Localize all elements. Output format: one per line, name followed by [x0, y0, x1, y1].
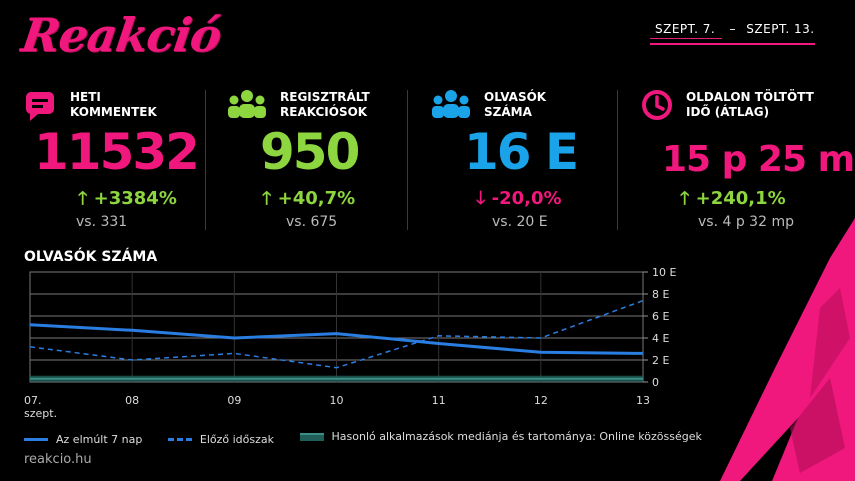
- kpi-comparison: vs. 331: [76, 214, 128, 230]
- dashed-line-swatch: [167, 437, 192, 441]
- y-tick-label: 2 E: [652, 354, 669, 367]
- divider: [205, 90, 206, 230]
- kpi-change: 🡑 +40,7%: [262, 188, 356, 209]
- x-tick-label: 08: [125, 394, 139, 407]
- y-tick-label: 8 E: [652, 288, 669, 301]
- x-tick-label: 07.: [24, 394, 42, 407]
- x-sublabel: szept.: [24, 407, 57, 420]
- clock-icon: [642, 90, 672, 120]
- readers-line-chart: 0 2 E 4 E 6 E 8 E 10 E 07. 08 09 10 11 12 13 szept.: [24, 266, 676, 420]
- y-tick-label: 6 E: [652, 310, 669, 323]
- users-icon: [228, 90, 266, 118]
- kpi-label: OLVASÓK SZÁMA: [484, 90, 547, 119]
- footer-url[interactable]: reakcio.hu: [24, 452, 92, 467]
- logo: Reakció: [18, 8, 225, 62]
- series-line-previous: [29, 299, 644, 369]
- kpi-value: 16 E: [464, 123, 579, 181]
- kpi-comparison: vs. 20 E: [492, 214, 548, 230]
- solid-line-swatch: [24, 437, 48, 441]
- readers-icon: [432, 90, 470, 118]
- x-tick-label: 09: [227, 394, 241, 407]
- band-swatch: [299, 432, 324, 441]
- chart-legend: Az elmúlt 7 nap Előző időszak Hasonló al…: [24, 430, 724, 446]
- y-tick-label: 10 E: [652, 266, 676, 279]
- date-range-end[interactable]: SZEPT. 13.: [746, 22, 815, 36]
- arrow-up-icon: 🡑: [262, 188, 272, 209]
- kpi-change: 🡓 -20,0%: [476, 188, 562, 209]
- legend-item-previous[interactable]: Előző időszak: [167, 433, 274, 446]
- date-range[interactable]: SZEPT. 7. – SZEPT. 13.: [655, 22, 815, 36]
- series-line-current: [29, 323, 644, 355]
- kpi-comparison: vs. 4 p 32 mp: [698, 214, 794, 230]
- decorative-brush-shape: [720, 218, 855, 481]
- arrow-up-icon: 🡑: [680, 188, 690, 209]
- y-tick-label: 4 E: [652, 332, 669, 345]
- kpi-comments: HETI KOMMENTEK 11532 🡑 +3384% vs. 331: [24, 86, 200, 236]
- kpi-change: 🡑 +3384%: [78, 188, 177, 209]
- kpi-change: 🡑 +240,1%: [680, 188, 786, 209]
- x-tick-label: 10: [330, 394, 344, 407]
- date-range-underline-start: [650, 38, 722, 39]
- kpi-value: 15 p 25 mp: [662, 139, 855, 180]
- kpi-label: HETI KOMMENTEK: [70, 90, 157, 119]
- kpi-label: REGISZTRÁLT REAKCIÓSOK: [280, 90, 370, 119]
- kpi-value: 950: [260, 123, 360, 181]
- legend-item-current[interactable]: Az elmúlt 7 nap: [24, 433, 142, 446]
- y-tick-label: 0: [652, 376, 659, 389]
- kpi-comparison: vs. 675: [286, 214, 338, 230]
- arrow-up-icon: 🡑: [78, 188, 88, 209]
- legend-item-median[interactable]: Hasonló alkalmazások mediánja és tartomá…: [299, 430, 702, 443]
- divider: [407, 90, 408, 230]
- date-range-underline: [650, 43, 815, 45]
- kpi-label: OLDALON TÖLTÖTT IDŐ (ÁTLAG): [686, 90, 814, 119]
- kpi-registered: REGISZTRÁLT REAKCIÓSOK 950 🡑 +40,7% vs. 6…: [226, 86, 396, 236]
- kpi-value: 11532: [34, 123, 200, 181]
- chart-title: OLVASÓK SZÁMA: [24, 249, 158, 265]
- x-tick-label: 11: [432, 394, 446, 407]
- x-tick-label: 13: [636, 394, 650, 407]
- comment-icon: [26, 92, 54, 121]
- x-tick-label: 12: [534, 394, 548, 407]
- divider: [617, 90, 618, 230]
- arrow-down-icon: 🡓: [476, 188, 486, 209]
- date-range-start[interactable]: SZEPT. 7.: [655, 22, 716, 36]
- date-range-separator: –: [729, 22, 736, 36]
- kpi-readers: OLVASÓK SZÁMA 16 E 🡓 -20,0% vs. 20 E: [430, 86, 600, 236]
